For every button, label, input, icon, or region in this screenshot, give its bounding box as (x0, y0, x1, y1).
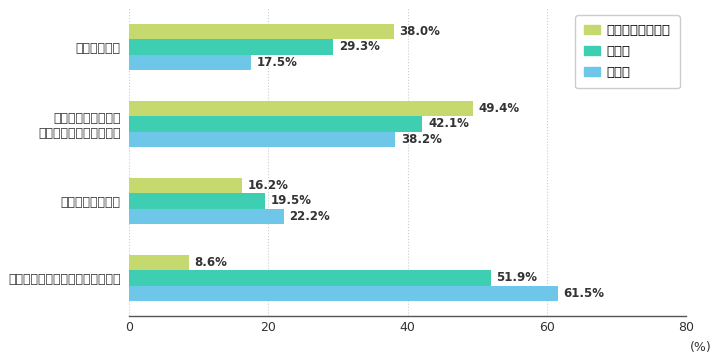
Text: 19.5%: 19.5% (271, 194, 312, 207)
Bar (129, 116, 423, 132)
Text: 8.6%: 8.6% (194, 256, 228, 269)
Bar (129, 132, 395, 147)
Bar (129, 209, 284, 224)
Text: 22.2%: 22.2% (289, 210, 330, 223)
Bar (129, 24, 394, 39)
Text: 51.9%: 51.9% (496, 271, 537, 284)
Text: 49.4%: 49.4% (479, 102, 520, 115)
Bar (129, 178, 242, 193)
Text: 16.2%: 16.2% (248, 179, 289, 192)
Text: 38.2%: 38.2% (401, 133, 441, 146)
Bar (129, 55, 251, 70)
Text: 38.0%: 38.0% (400, 25, 441, 38)
Text: (%): (%) (690, 341, 711, 354)
Text: 29.3%: 29.3% (339, 40, 379, 53)
Bar (129, 286, 557, 301)
Bar (129, 193, 265, 209)
Bar (129, 270, 491, 286)
Text: 42.1%: 42.1% (428, 117, 469, 130)
Bar (129, 39, 333, 55)
Bar (129, 101, 473, 116)
Bar (129, 255, 189, 270)
Text: 17.5%: 17.5% (256, 56, 297, 69)
Text: 61.5%: 61.5% (563, 287, 604, 300)
Legend: 小学生（高学年）, 中学生, 高校生: 小学生（高学年）, 中学生, 高校生 (575, 15, 680, 88)
